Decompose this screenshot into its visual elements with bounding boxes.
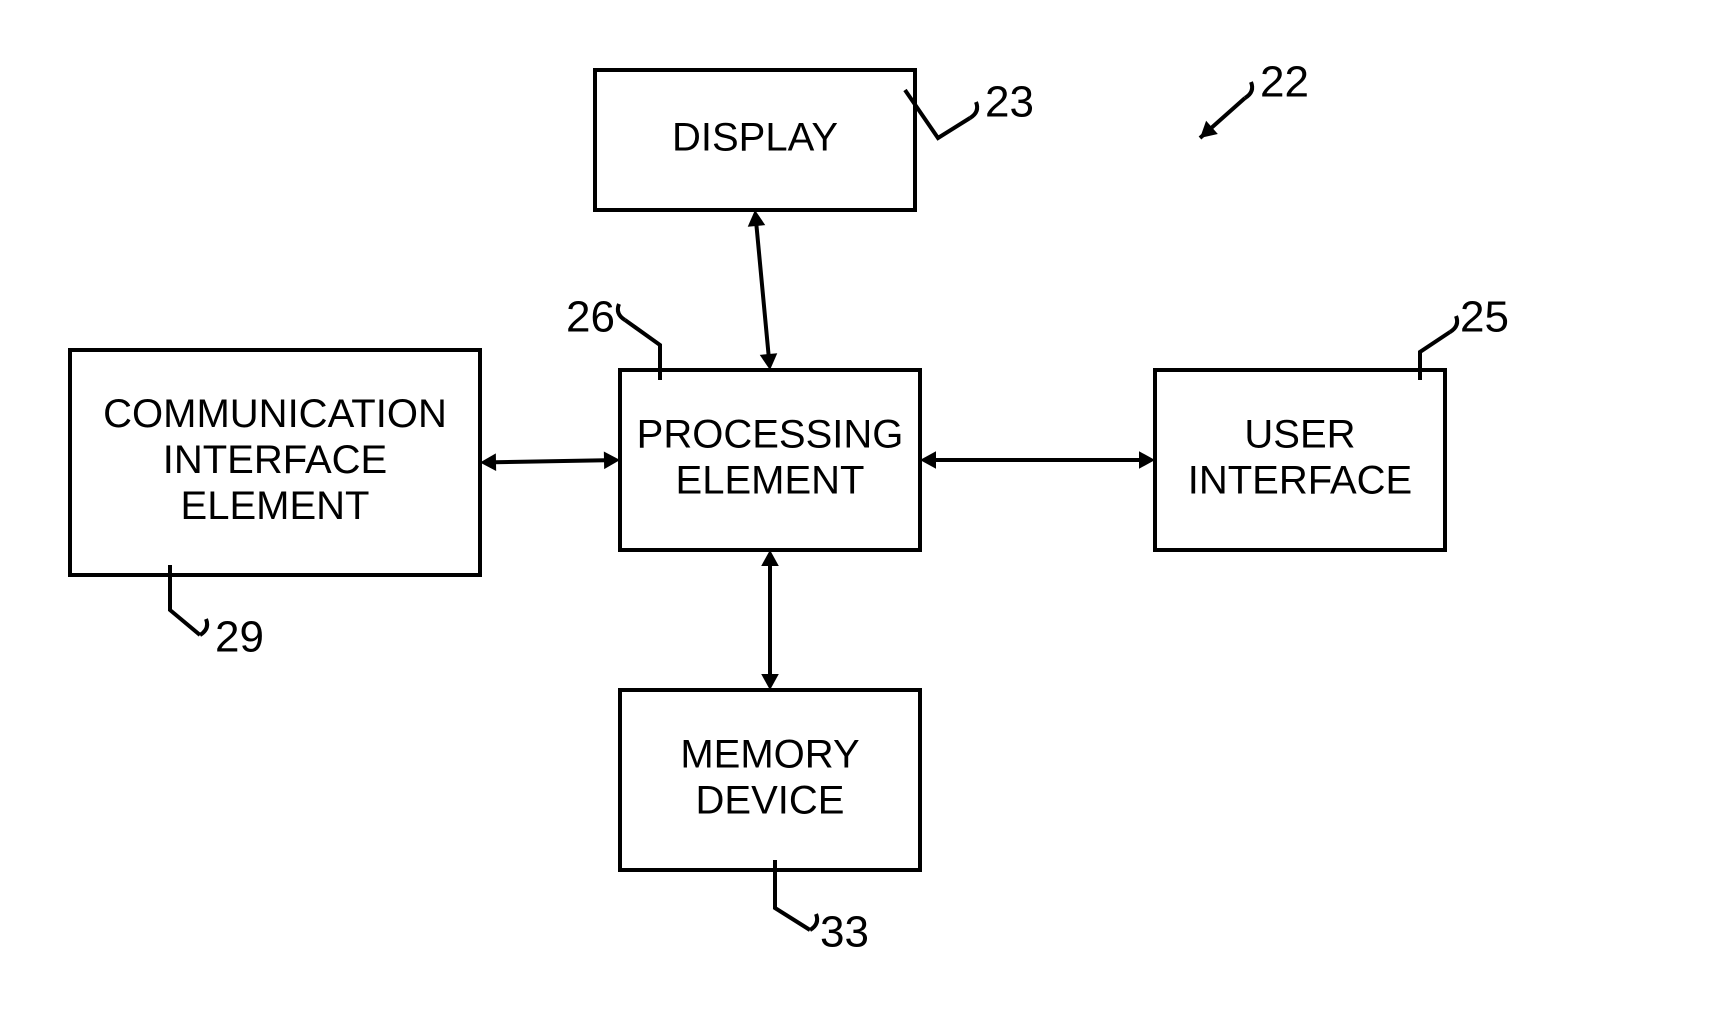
node-processing-label-0: PROCESSING: [637, 413, 904, 457]
node-memory: MEMORYDEVICE: [620, 690, 920, 870]
refnum-33: 33: [775, 860, 869, 957]
node-processing-label-1: ELEMENT: [676, 459, 865, 503]
node-comm: COMMUNICATIONINTERFACEELEMENT: [70, 350, 480, 575]
node-memory-label-0: MEMORY: [680, 733, 859, 777]
refnum-25: 25: [1420, 293, 1509, 380]
refnum-23: 23: [905, 78, 1034, 138]
node-comm-label-0: COMMUNICATION: [103, 392, 447, 436]
node-processing: PROCESSINGELEMENT: [620, 370, 920, 550]
refnum-26-text: 26: [566, 293, 615, 342]
refnum-26: 26: [566, 293, 660, 380]
node-comm-label-1: INTERFACE: [163, 438, 387, 482]
edge-processing-display: [748, 210, 778, 370]
node-display-label-0: DISPLAY: [672, 116, 838, 160]
node-user-label-0: USER: [1244, 413, 1355, 457]
edge-processing-memory: [761, 550, 779, 690]
refnum-33-text: 33: [820, 908, 869, 957]
node-display: DISPLAY: [595, 70, 915, 210]
refnum-22-text: 22: [1260, 58, 1309, 107]
node-memory-label-1: DEVICE: [696, 779, 845, 823]
refnum-23-text: 23: [985, 78, 1034, 127]
refnum-22: 22: [1200, 58, 1309, 138]
edge-processing-comm: [480, 451, 620, 471]
refnum-29: 29: [170, 565, 264, 662]
node-comm-label-2: ELEMENT: [181, 484, 370, 528]
edge-processing-user: [920, 451, 1155, 469]
node-user: USERINTERFACE: [1155, 370, 1445, 550]
node-user-label-1: INTERFACE: [1188, 459, 1412, 503]
refnum-29-text: 29: [215, 613, 264, 662]
refnum-25-text: 25: [1460, 293, 1509, 342]
